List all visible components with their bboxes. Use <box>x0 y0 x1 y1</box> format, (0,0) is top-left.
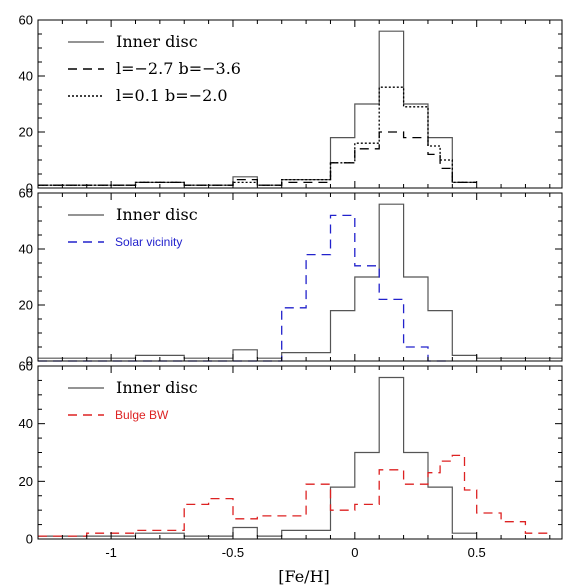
y-tick-label: 60 <box>19 13 33 28</box>
x-tick-label: 0 <box>351 545 358 560</box>
series-solar-vicinity-histogram <box>38 214 453 362</box>
legend-label: Inner disc <box>116 205 198 224</box>
x-axis-label: [Fe/H] <box>278 567 330 586</box>
legend-label: Bulge BW <box>115 408 169 422</box>
series-l-2-7-b-3-6-histogram <box>38 131 477 186</box>
y-tick-label: 0 <box>26 354 33 369</box>
series-l-0-1-b-2-0-histogram <box>38 86 477 186</box>
legend-label: l=0.1 b=−2.0 <box>116 86 228 105</box>
x-tick-label: -0.5 <box>222 545 244 560</box>
y-tick-label: 60 <box>19 359 33 374</box>
x-tick-label: 0.5 <box>468 545 486 560</box>
y-tick-label: 40 <box>19 416 33 431</box>
panel-bottom: 0 20 40 60 -1 -0.5 0 0.5 Inner disc Bulge BW <box>19 359 563 560</box>
legend-label: Inner disc <box>116 32 198 51</box>
series-inner-disc-histogram <box>38 376 477 537</box>
y-tick-label: 60 <box>19 186 33 201</box>
y-tick-label: 20 <box>19 125 33 140</box>
series-inner-disc-histogram <box>38 203 562 359</box>
x-tick-label: -1 <box>105 545 117 560</box>
y-tick-label: 40 <box>19 242 33 257</box>
legend-label: Inner disc <box>116 378 198 397</box>
y-tick-label: 20 <box>19 298 33 313</box>
legend-label: Solar vicinity <box>115 235 182 249</box>
panel-middle: 0 20 40 60 Inner disc Solar vicinity <box>19 186 563 369</box>
y-tick-label: 0 <box>26 181 33 196</box>
panel-top: 0 20 40 60 Inner disc l=−2.7 b=−3.6 l=0.1 b=−2… <box>19 13 563 196</box>
series-bulge-bw-histogram <box>38 454 550 537</box>
y-tick-label: 40 <box>19 69 33 84</box>
series-inner-disc-histogram <box>38 30 477 186</box>
y-tick-label: 20 <box>19 474 33 489</box>
legend-label: l=−2.7 b=−3.6 <box>116 59 241 78</box>
y-tick-label: 0 <box>26 532 33 547</box>
